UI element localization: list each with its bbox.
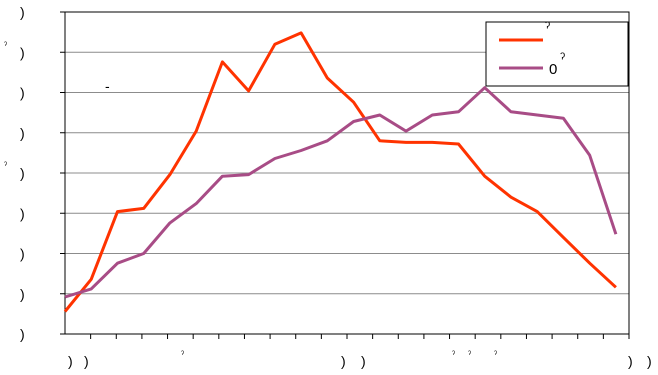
y-axis-mark-2: ˀ [4,160,7,170]
x-tick-label: ) [647,353,652,369]
y-tick-label: ) [20,165,25,181]
y-tick-label: ) [20,85,25,101]
series-lines [63,31,618,313]
y-tick-label: ) [20,44,25,60]
x-tick-label: ) [68,353,73,369]
legend-box [485,21,629,87]
legend: ˀ 0 ˀ [485,19,629,87]
y-tick-label: ) [20,4,25,20]
y-axis: ))))))))) [20,4,65,342]
x-axis-mark-1: ˀ [181,349,184,359]
plot-dash-mark: - [105,78,110,94]
y-tick-label: ) [20,286,25,302]
legend-label-series-2: 0 [549,61,557,78]
series-1-line [63,31,617,313]
x-tick-label: ) [361,353,366,369]
legend-label-series-2-mark: ˀ [560,50,565,67]
x-tick-label: ) [84,353,89,369]
y-tick-label: ) [20,125,25,141]
gridlines [65,51,629,295]
series-2-line [64,86,618,299]
x-tick-label: ) [341,353,346,369]
x-axis-mark-3: ˀ [468,349,471,359]
legend-label-series-1-mark: ˀ [545,19,550,36]
x-tick-label: ) [628,353,633,369]
y-tick-label: ) [20,326,25,342]
x-axis: )))))) [68,334,652,369]
x-axis-mark-2: ˀ [452,349,455,359]
y-tick-label: ) [20,246,25,262]
x-axis-mark-4: ˀ [494,349,497,359]
y-tick-label: ) [20,205,25,221]
y-axis-mark-1: ˀ [4,40,7,50]
